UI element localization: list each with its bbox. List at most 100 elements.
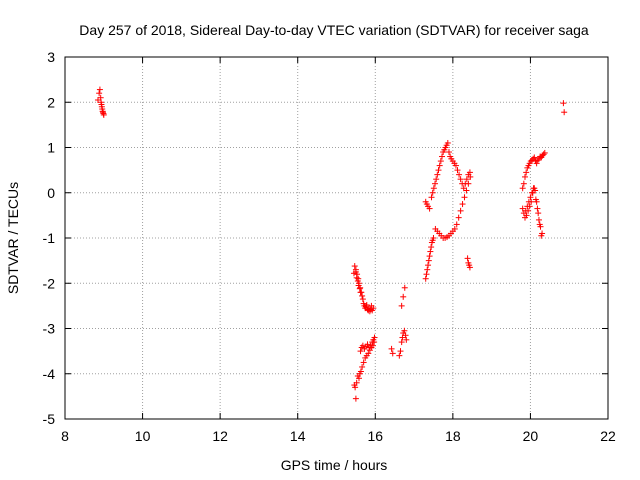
y-tick-label: 3 [47,49,55,65]
data-point-plus-marker [464,255,471,262]
data-point-plus-marker [527,194,534,201]
data-point-plus-marker [353,379,360,386]
data-point-plus-marker [523,169,530,176]
data-point-plus-marker [434,171,441,178]
data-point-plus-marker [425,262,432,269]
y-tick-label: 0 [47,185,55,201]
x-tick-label: 20 [523,428,539,444]
y-tick-label: -1 [43,230,56,246]
data-point-plus-marker [531,154,538,161]
data-point-plus-marker [371,339,378,346]
data-point-plus-marker [435,167,442,174]
data-point-plus-marker [455,214,462,221]
data-point-plus-marker [436,162,443,169]
data-point-plus-marker [360,359,367,366]
data-point-plus-marker [522,207,529,214]
data-point-plus-marker [463,176,470,183]
data-point-plus-marker [437,158,444,165]
data-point-plus-marker [540,151,547,158]
y-tick-label: -2 [43,275,56,291]
data-point-plus-marker [438,153,445,160]
data-point-plus-marker [357,284,364,291]
data-point-plus-marker [401,327,408,334]
data-point-plus-marker [461,194,468,201]
data-point-plus-marker [560,100,567,107]
data-point-plus-marker [400,293,407,300]
y-tick-labels: 3 2 1 0 -1 -2 -3 -4 -5 [43,49,56,427]
data-point-plus-marker [428,194,435,201]
y-tick-label: 2 [47,94,55,110]
data-point-plus-marker [98,103,105,110]
data-point-plus-marker [457,176,464,183]
data-point-plus-marker [528,189,535,196]
data-point-plus-marker [403,336,410,343]
data-point-plus-marker [366,347,373,354]
data-point-plus-marker [100,110,107,117]
data-point-plus-marker [524,203,531,210]
data-point-plus-marker [532,187,539,194]
data-point-plus-marker [389,350,396,357]
data-point-plus-marker [369,342,376,349]
x-axis-label: GPS time / hours [281,457,388,473]
data-point-plus-marker [456,171,463,178]
y-tick-label: -4 [43,366,56,382]
data-point-plus-marker [402,332,409,339]
data-point-plus-marker [352,395,359,402]
data-point-plus-marker [536,221,543,228]
data-point-plus-marker [357,348,364,355]
data-point-plus-marker [463,187,470,194]
data-point-plus-marker [519,205,526,212]
grid [65,57,608,419]
data-point-plus-marker [425,257,432,264]
data-point-plus-marker [98,99,105,106]
data-point-plus-marker [355,375,362,382]
data-point-plus-marker [96,86,103,93]
data-point-plus-marker [533,160,540,167]
data-point-plus-marker [535,216,542,223]
data-point-plus-marker [426,253,433,260]
axis-ticks [64,56,609,420]
data-point-plus-marker [398,302,405,309]
data-point-plus-marker [433,176,440,183]
data-point-plus-marker [96,90,103,97]
data-point-plus-marker [357,368,364,375]
y-tick-label: -3 [43,321,56,337]
data-point-plus-marker [533,198,540,205]
y-tick-label: -5 [43,411,56,427]
data-point-plus-marker [365,350,372,357]
data-point-plus-marker [354,271,361,278]
data-point-plus-marker [561,109,568,116]
data-point-plus-marker [538,232,545,239]
data-point-plus-marker [427,248,434,255]
data-point-plus-marker [445,149,452,156]
data-point-plus-marker [534,157,541,164]
data-point-plus-marker [428,244,435,251]
x-tick-label: 12 [212,428,228,444]
data-point-plus-marker [429,189,436,196]
data-points [94,86,568,402]
data-point-plus-marker [430,185,437,192]
y-axis-label: SDTVAR / TECUs [5,182,21,294]
data-point-plus-marker [452,162,459,169]
data-point-plus-marker [352,266,359,273]
data-point-plus-marker [459,201,466,208]
data-point-plus-marker [432,180,439,187]
data-point-plus-marker [451,225,458,232]
x-tick-label: 8 [61,428,69,444]
x-tick-label: 10 [135,428,151,444]
data-point-plus-marker [423,271,430,278]
data-point-plus-marker [397,348,404,355]
x-tick-label: 18 [445,428,461,444]
data-point-plus-marker [352,384,359,391]
x-tick-label: 22 [600,428,616,444]
data-point-plus-marker [351,263,358,270]
data-point-plus-marker [430,235,437,241]
data-point-plus-marker [396,352,403,359]
data-point-plus-marker [355,280,362,287]
data-point-plus-marker [467,173,474,180]
y-tick-label: 1 [47,140,55,156]
data-point-plus-marker [363,301,370,308]
x-tick-label: 16 [367,428,383,444]
data-point-plus-marker [426,205,433,212]
